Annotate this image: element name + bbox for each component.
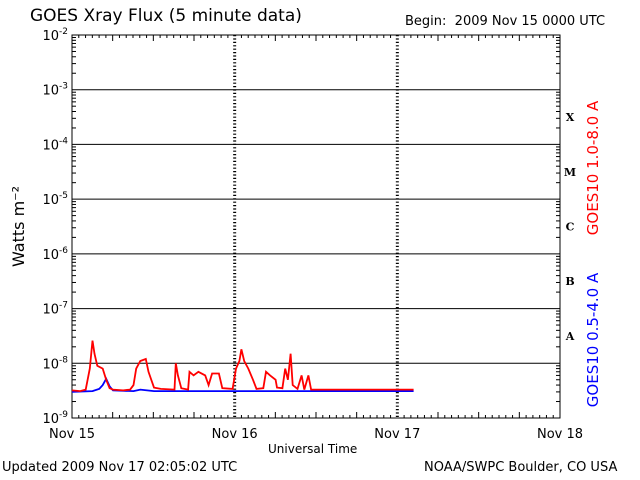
legend-long-channel: GOES10 1.0-8.0 A <box>584 100 602 235</box>
flare-class-label: B <box>565 275 574 288</box>
x-tick-label: Nov 15 <box>49 427 95 442</box>
x-tick-label: Nov 17 <box>374 427 420 442</box>
begin-value: 2009 Nov 15 0000 UTC <box>454 14 606 29</box>
y-tick-label: 10-2 <box>42 27 68 44</box>
plot-frame <box>71 34 561 419</box>
flare-class-label: A <box>565 330 575 343</box>
flare-class-label: M <box>564 166 576 179</box>
y-tick-label: 10-6 <box>42 246 68 263</box>
series-line-long <box>71 340 414 393</box>
begin-time: Begin: 2009 Nov 15 0000 UTC <box>405 14 605 29</box>
y-tick-label: 10-9 <box>42 410 68 427</box>
y-axis-label: Watts m⁻² <box>9 186 28 267</box>
x-axis-label: Universal Time <box>268 442 358 456</box>
x-tick-label: Nov 18 <box>537 427 583 442</box>
y-tick-label: 10-7 <box>42 301 68 318</box>
begin-label: Begin: <box>405 14 447 29</box>
y-tick-label: 10-3 <box>42 82 68 99</box>
y-tick-label: 10-5 <box>42 191 68 208</box>
y-tick-label: 10-8 <box>42 355 68 372</box>
chart-title: GOES Xray Flux (5 minute data) <box>30 6 302 26</box>
updated-timestamp: Updated 2009 Nov 17 02:05:02 UTC <box>2 460 238 475</box>
y-tick-label: 10-4 <box>42 136 68 153</box>
flare-class-label: X <box>566 111 575 124</box>
flare-class-label: C <box>566 221 575 234</box>
credit-text: NOAA/SWPC Boulder, CO USA <box>424 460 618 475</box>
legend-short-channel: GOES10 0.5-4.0 A <box>584 272 602 407</box>
x-tick-label: Nov 16 <box>212 427 258 442</box>
